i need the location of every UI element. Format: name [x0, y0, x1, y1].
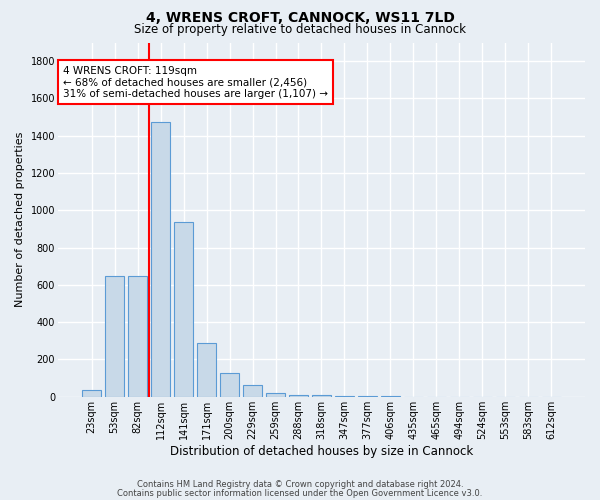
X-axis label: Distribution of detached houses by size in Cannock: Distribution of detached houses by size … [170, 444, 473, 458]
Text: Contains HM Land Registry data © Crown copyright and database right 2024.: Contains HM Land Registry data © Crown c… [137, 480, 463, 489]
Bar [266, 392, 285, 397]
Bar [174, 222, 193, 397]
Bar [220, 374, 239, 397]
Y-axis label: Number of detached properties: Number of detached properties [15, 132, 25, 308]
Bar [151, 122, 170, 397]
Bar [312, 396, 331, 397]
Bar [289, 395, 308, 397]
Text: Contains public sector information licensed under the Open Government Licence v3: Contains public sector information licen… [118, 488, 482, 498]
Text: Size of property relative to detached houses in Cannock: Size of property relative to detached ho… [134, 22, 466, 36]
Bar [197, 342, 217, 397]
Bar [105, 276, 124, 397]
Bar [82, 390, 101, 397]
Text: 4, WRENS CROFT, CANNOCK, WS11 7LD: 4, WRENS CROFT, CANNOCK, WS11 7LD [146, 11, 454, 25]
Text: 4 WRENS CROFT: 119sqm
← 68% of detached houses are smaller (2,456)
31% of semi-d: 4 WRENS CROFT: 119sqm ← 68% of detached … [63, 66, 328, 98]
Bar [128, 276, 148, 397]
Bar [358, 396, 377, 397]
Bar [335, 396, 354, 397]
Bar [243, 384, 262, 397]
